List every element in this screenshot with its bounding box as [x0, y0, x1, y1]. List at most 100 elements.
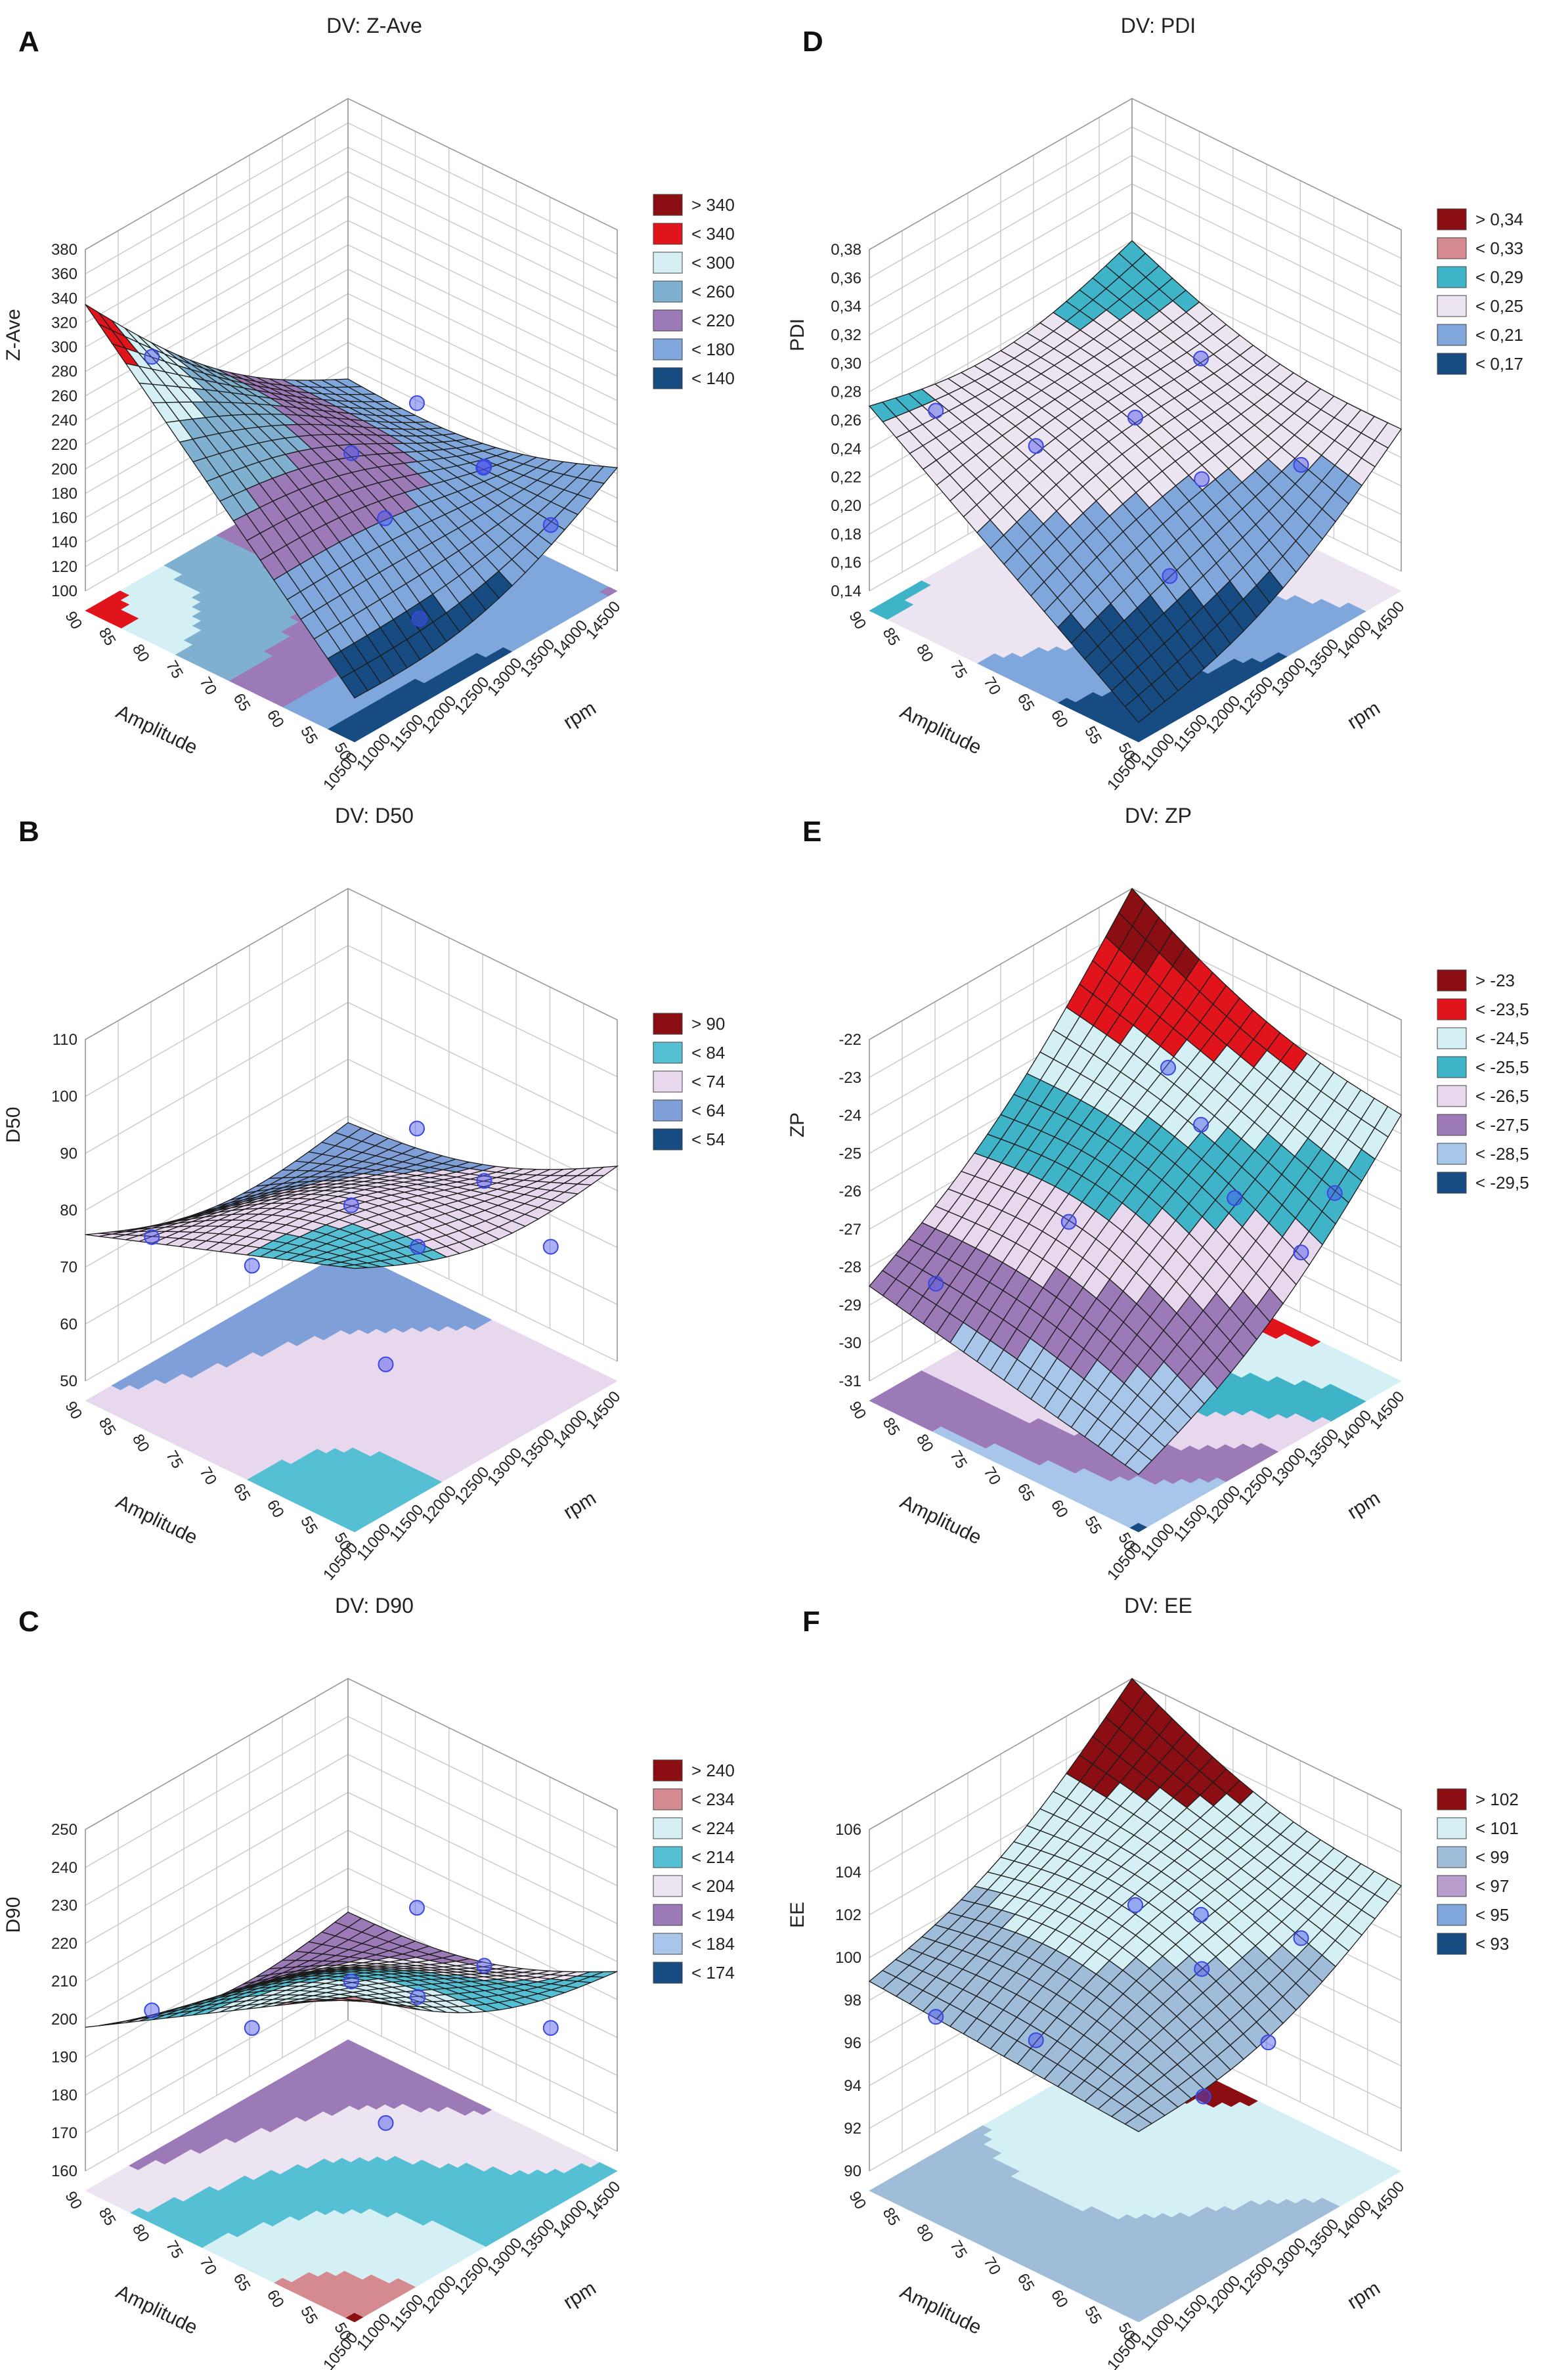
grid-walls [85, 1678, 618, 2172]
z-tick-label: -31 [838, 1372, 861, 1390]
legend-swatch [653, 1962, 683, 1984]
legend-label: < 84 [691, 1043, 725, 1063]
y-axis-label: rpm [559, 2277, 599, 2314]
legend-swatch [1437, 1904, 1467, 1926]
amplitude-tick-label: 70 [196, 674, 220, 698]
design-point [343, 445, 359, 461]
design-point [1293, 456, 1309, 473]
z-tick-label: 210 [51, 1973, 77, 1990]
legend-swatch [1437, 237, 1467, 259]
legend-swatch [1437, 1027, 1467, 1049]
design-point [1293, 1244, 1309, 1261]
amplitude-tick-label: 65 [1014, 690, 1038, 714]
z-tick-label: 96 [844, 2034, 861, 2052]
legend-label: < 54 [691, 1130, 725, 1149]
design-point [928, 403, 944, 419]
response-surface [869, 887, 1402, 1476]
legend-swatch [653, 223, 683, 245]
z-tick-label: 320 [51, 314, 77, 332]
legend-swatch [1437, 1114, 1467, 1136]
legend-swatch [1437, 1817, 1467, 1839]
legend-label: < 234 [691, 1789, 735, 1809]
legend-swatch [1437, 1846, 1467, 1868]
chart-panel-a: A DV: Z-Ave 100 120 140 160 180 200 220 240 260 280… [0, 0, 784, 790]
z-tick-label: 0,28 [831, 384, 861, 401]
z-tick-label: 110 [53, 1031, 77, 1049]
x-axis-label: Amplitude [896, 2281, 984, 2338]
amplitude-tick-label: 55 [1081, 1513, 1105, 1537]
z-tick-label: 250 [51, 1821, 77, 1839]
chart-panel-b: B DV: D50 50 60 70 80 90 100 110 D50 90 85 80 75 70 65 6… [0, 790, 784, 1580]
amplitude-tick-label: 85 [879, 625, 904, 649]
legend-swatch [653, 309, 683, 332]
amplitude-tick-label: 65 [1014, 2270, 1038, 2294]
amplitude-tick-label: 70 [196, 2254, 220, 2278]
legend-swatch [653, 194, 683, 216]
y-axis-label: rpm [1343, 2277, 1383, 2314]
legend-swatch [653, 1817, 683, 1839]
design-point [542, 1239, 559, 1255]
z-tick-label: 300 [51, 339, 77, 357]
z-tick-label: 0,14 [831, 582, 861, 600]
y-axis-label: rpm [1343, 697, 1383, 734]
z-tick-label: 200 [51, 2011, 77, 2029]
amplitude-tick-label: 55 [1081, 723, 1105, 747]
legend-label: < 0,25 [1475, 296, 1523, 316]
legend-swatch [653, 1875, 683, 1897]
z-tick-label: 380 [51, 241, 77, 259]
amplitude-tick-label: 60 [263, 707, 288, 731]
legend-label: < 340 [691, 224, 735, 244]
chart-title: DV: ZP [1125, 804, 1192, 827]
legend-label: < 0,17 [1475, 354, 1523, 374]
z-tick-label: 180 [51, 485, 77, 502]
legend-label: < 140 [691, 368, 735, 388]
z-tick-label: 100 [51, 1088, 77, 1106]
legend: > 0,34 < 0,33 < 0,29 < 0,25 < 0,21 < 0,17 [1437, 208, 1523, 375]
design-point [1193, 1116, 1209, 1133]
z-tick-label: 340 [51, 290, 77, 307]
z-tick-label: -22 [838, 1031, 861, 1049]
panel-letter: E [802, 816, 821, 848]
z-axis-label: D50 [3, 1107, 24, 1143]
z-tick-label: 240 [51, 412, 77, 429]
z-tick-label: 240 [51, 1859, 77, 1877]
design-point [475, 460, 492, 476]
z-tick-label: 0,22 [831, 469, 861, 487]
x-axis-label: Amplitude [112, 1491, 200, 1548]
legend-label: < 194 [691, 1905, 735, 1925]
legend-label: < 260 [691, 282, 735, 301]
legend: > 240 < 234 < 224 < 214 < 204 < 194 < 184 < 174 [653, 1759, 735, 1984]
design-point [378, 2115, 394, 2131]
legend-label: < 64 [691, 1101, 725, 1120]
legend-label: < -28,5 [1475, 1144, 1529, 1164]
amplitude-tick-label: 65 [1014, 1480, 1038, 1504]
z-tick-label: 360 [51, 265, 77, 283]
legend-swatch [653, 1013, 683, 1035]
amplitude-tick-label: 85 [879, 2205, 904, 2229]
z-tick-label: -29 [838, 1296, 861, 1314]
design-point [476, 1958, 492, 1974]
amplitude-tick-label: 75 [946, 657, 970, 682]
legend-label: < 0,29 [1475, 267, 1523, 287]
legend: > -23 < -23,5 < -24,5 < -25,5 < -26,5 < -27,5… [1437, 969, 1529, 1194]
surface-chart-d: D DV: PDI 0,14 0,16 0,18 0,20 0,22 0,24 0,26 0,28… [787, 14, 1523, 790]
surface-chart-a: A DV: Z-Ave 100 120 140 160 180 200 220 240 260 280… [3, 14, 735, 790]
z-tick-label: 160 [51, 510, 77, 527]
response-surface [85, 1122, 619, 1269]
design-point [1227, 1190, 1243, 1206]
legend-swatch [1437, 353, 1467, 375]
z-tick-label: 0,38 [831, 241, 861, 259]
legend-swatch [653, 280, 683, 303]
z-tick-label: 100 [51, 582, 77, 600]
z-tick-label: 120 [51, 558, 77, 576]
legend-swatch [1437, 1143, 1467, 1165]
design-point [1194, 471, 1210, 487]
legend-label: < 93 [1475, 1934, 1509, 1954]
legend-label: > 240 [691, 1761, 735, 1780]
design-point [1195, 2088, 1211, 2105]
z-tick-label: 70 [60, 1259, 77, 1277]
legend-label: < 220 [691, 311, 735, 330]
floor-contour-map [85, 1249, 618, 1533]
legend-label: < 101 [1475, 1818, 1519, 1838]
amplitude-tick-label: 90 [61, 1398, 85, 1422]
